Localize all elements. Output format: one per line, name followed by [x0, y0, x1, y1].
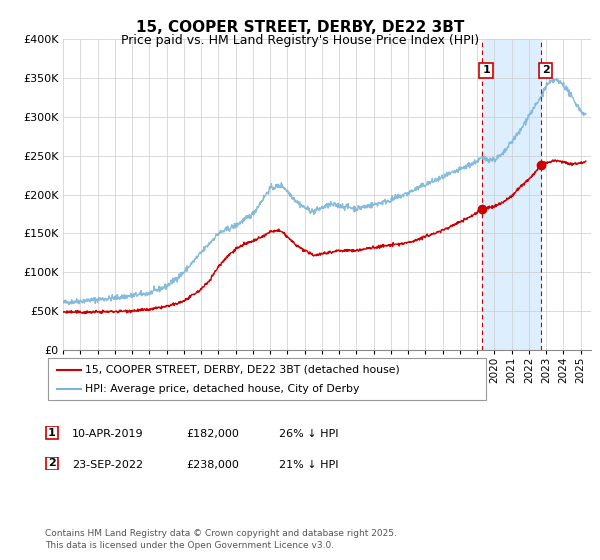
- Text: Contains HM Land Registry data © Crown copyright and database right 2025.
This d: Contains HM Land Registry data © Crown c…: [45, 529, 397, 550]
- Text: 15, COOPER STREET, DERBY, DE22 3BT (detached house): 15, COOPER STREET, DERBY, DE22 3BT (deta…: [85, 365, 400, 375]
- Text: 23-SEP-2022: 23-SEP-2022: [72, 460, 143, 470]
- Text: 15, COOPER STREET, DERBY, DE22 3BT: 15, COOPER STREET, DERBY, DE22 3BT: [136, 20, 464, 35]
- Text: 26% ↓ HPI: 26% ↓ HPI: [279, 429, 338, 439]
- Text: £238,000: £238,000: [186, 460, 239, 470]
- Text: 10-APR-2019: 10-APR-2019: [72, 429, 143, 439]
- Bar: [482, 39, 541, 350]
- Text: 1: 1: [48, 428, 56, 438]
- Text: 2: 2: [48, 459, 56, 469]
- Text: 2: 2: [542, 66, 550, 75]
- Text: 21% ↓ HPI: 21% ↓ HPI: [279, 460, 338, 470]
- Text: Price paid vs. HM Land Registry's House Price Index (HPI): Price paid vs. HM Land Registry's House …: [121, 34, 479, 46]
- Text: £182,000: £182,000: [186, 429, 239, 439]
- Text: 1: 1: [482, 66, 490, 75]
- Text: HPI: Average price, detached house, City of Derby: HPI: Average price, detached house, City…: [85, 384, 359, 394]
